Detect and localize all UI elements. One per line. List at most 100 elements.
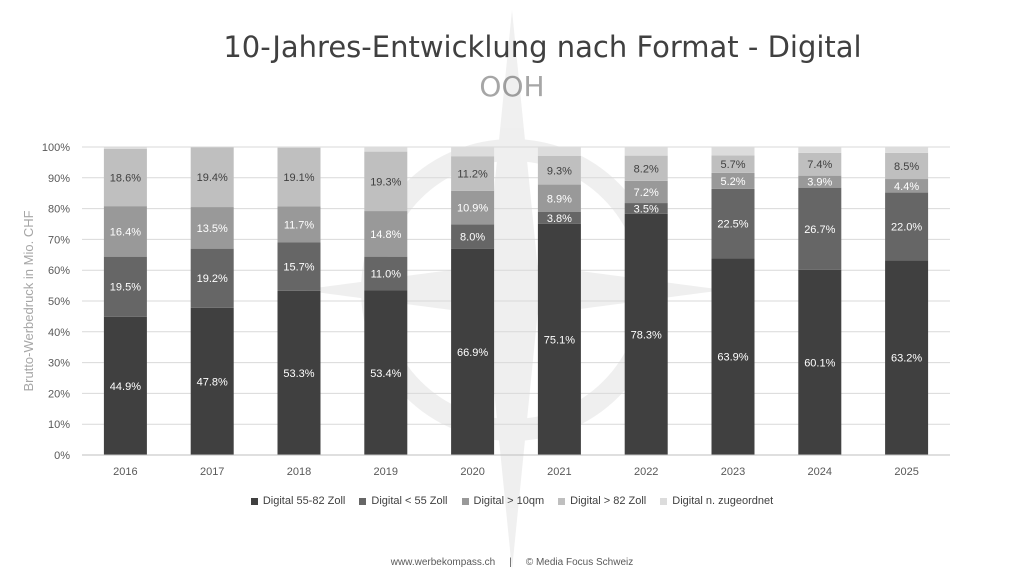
data-label: 75.1% — [544, 334, 575, 346]
bar-segment — [277, 147, 321, 207]
data-label: 19.3% — [370, 176, 401, 188]
x-tick-label: 2017 — [200, 466, 224, 478]
bar-segment — [364, 151, 408, 212]
data-label: 8.0% — [460, 232, 485, 244]
bar-segment — [190, 307, 234, 455]
bar-segment — [190, 207, 234, 249]
bar-segment — [364, 256, 408, 291]
bar-segment — [711, 155, 755, 173]
data-label: 53.3% — [283, 368, 314, 380]
bar-segment — [798, 147, 842, 153]
bar-segment — [277, 147, 321, 148]
chart-title: 10-Jahres-Entwicklung nach Format - Digi… — [223, 30, 862, 64]
chart-legend: Digital 55-82 Zoll Digital < 55 Zoll Digit… — [0, 495, 1024, 507]
bar-segment — [798, 175, 842, 188]
x-tick-label: 2019 — [374, 466, 398, 478]
data-label: 4.4% — [894, 181, 919, 193]
data-label: 15.7% — [283, 262, 314, 274]
x-tick-label: 2023 — [721, 466, 745, 478]
footer-website[interactable]: www.werbekompass.ch — [390, 557, 496, 568]
legend-label: Digital 55-82 Zoll — [262, 495, 346, 507]
bar-segment — [103, 148, 147, 207]
legend-swatch — [558, 497, 566, 505]
legend-label: Digital n. zugeordnet — [672, 495, 774, 507]
data-label: 19.1% — [283, 172, 314, 184]
bar-segment — [798, 187, 842, 270]
footer: www.werbekompass.ch | © Media Focus Schwei… — [0, 557, 1024, 568]
bar-segment — [885, 260, 929, 455]
data-label: 8.2% — [634, 163, 659, 175]
bar-segment — [451, 156, 495, 191]
x-tick-label: 2025 — [894, 466, 918, 478]
x-tick-label: 2022 — [634, 466, 658, 478]
data-label: 66.9% — [457, 347, 488, 359]
y-tick-label: 40% — [48, 327, 70, 339]
legend-swatch — [461, 497, 469, 505]
legend-label: Digital > 10qm — [473, 495, 545, 507]
x-tick-label: 2021 — [547, 466, 571, 478]
bar-segment — [711, 172, 755, 189]
bar-segment — [103, 256, 147, 317]
bar-segment — [885, 179, 929, 193]
y-axis-label: Brutto-Werbedruck in Mio. CHF — [21, 210, 36, 391]
bar-segment — [451, 224, 495, 249]
data-label: 11.0% — [371, 269, 402, 281]
data-label: 11.7% — [284, 219, 315, 231]
data-label: 7.2% — [634, 187, 659, 199]
legend-item: Digital < 55 Zoll — [359, 495, 448, 507]
data-label: 18.6% — [110, 172, 141, 184]
bar-segment — [537, 223, 581, 455]
legend-swatch — [660, 497, 668, 505]
data-label: 3.8% — [547, 213, 572, 225]
data-label: 19.4% — [197, 172, 228, 184]
bar-segment — [103, 147, 147, 149]
data-label: 60.1% — [804, 357, 835, 369]
footer-copyright: © Media Focus Schweiz — [525, 557, 634, 568]
bar-segment — [537, 184, 581, 212]
data-label: 9.3% — [547, 165, 572, 177]
legend-item: Digital n. zugeordnet — [660, 495, 773, 507]
y-tick-label: 100% — [42, 142, 70, 154]
legend-item: Digital > 82 Zoll — [558, 495, 646, 507]
data-label: 63.9% — [717, 352, 748, 364]
footer-separator: | — [509, 557, 512, 568]
data-label: 53.4% — [370, 368, 401, 380]
data-label: 5.7% — [720, 159, 745, 171]
bar-segment — [624, 147, 668, 156]
data-label: 19.2% — [197, 273, 228, 285]
bar-segment — [277, 206, 321, 243]
legend-item: Digital > 10qm — [461, 495, 545, 507]
y-tick-label: 80% — [48, 204, 70, 216]
data-label: 44.9% — [110, 381, 141, 393]
bar-segment — [711, 258, 755, 455]
bar-segment — [537, 155, 581, 185]
legend-swatch — [359, 497, 367, 505]
y-tick-label: 50% — [48, 296, 70, 308]
bar-segment — [711, 147, 755, 156]
bar-segment — [451, 248, 495, 455]
bar-segment — [624, 180, 668, 204]
data-label: 78.3% — [631, 329, 662, 341]
bar-segment — [885, 152, 929, 180]
bar-segment — [711, 188, 755, 259]
x-tick-label: 2018 — [287, 466, 311, 478]
data-label: 11.2% — [457, 168, 488, 180]
y-tick-label: 10% — [48, 419, 70, 431]
bar-segment — [885, 192, 929, 261]
data-label: 10.9% — [457, 203, 488, 215]
bar-segment — [624, 213, 668, 455]
bar-segment — [364, 211, 408, 257]
y-tick-label: 0% — [54, 450, 70, 462]
y-tick-label: 60% — [48, 265, 70, 277]
data-label: 16.4% — [110, 226, 141, 238]
bar-segment — [885, 147, 929, 153]
data-label: 19.5% — [110, 282, 141, 294]
bar-segment — [451, 190, 495, 225]
legend-label: Digital > 82 Zoll — [570, 495, 647, 507]
bar-segment — [190, 147, 234, 208]
data-label: 7.4% — [807, 159, 832, 171]
data-label: 14.8% — [370, 229, 401, 241]
bar-segment — [798, 269, 842, 455]
bar-segment — [798, 152, 842, 176]
